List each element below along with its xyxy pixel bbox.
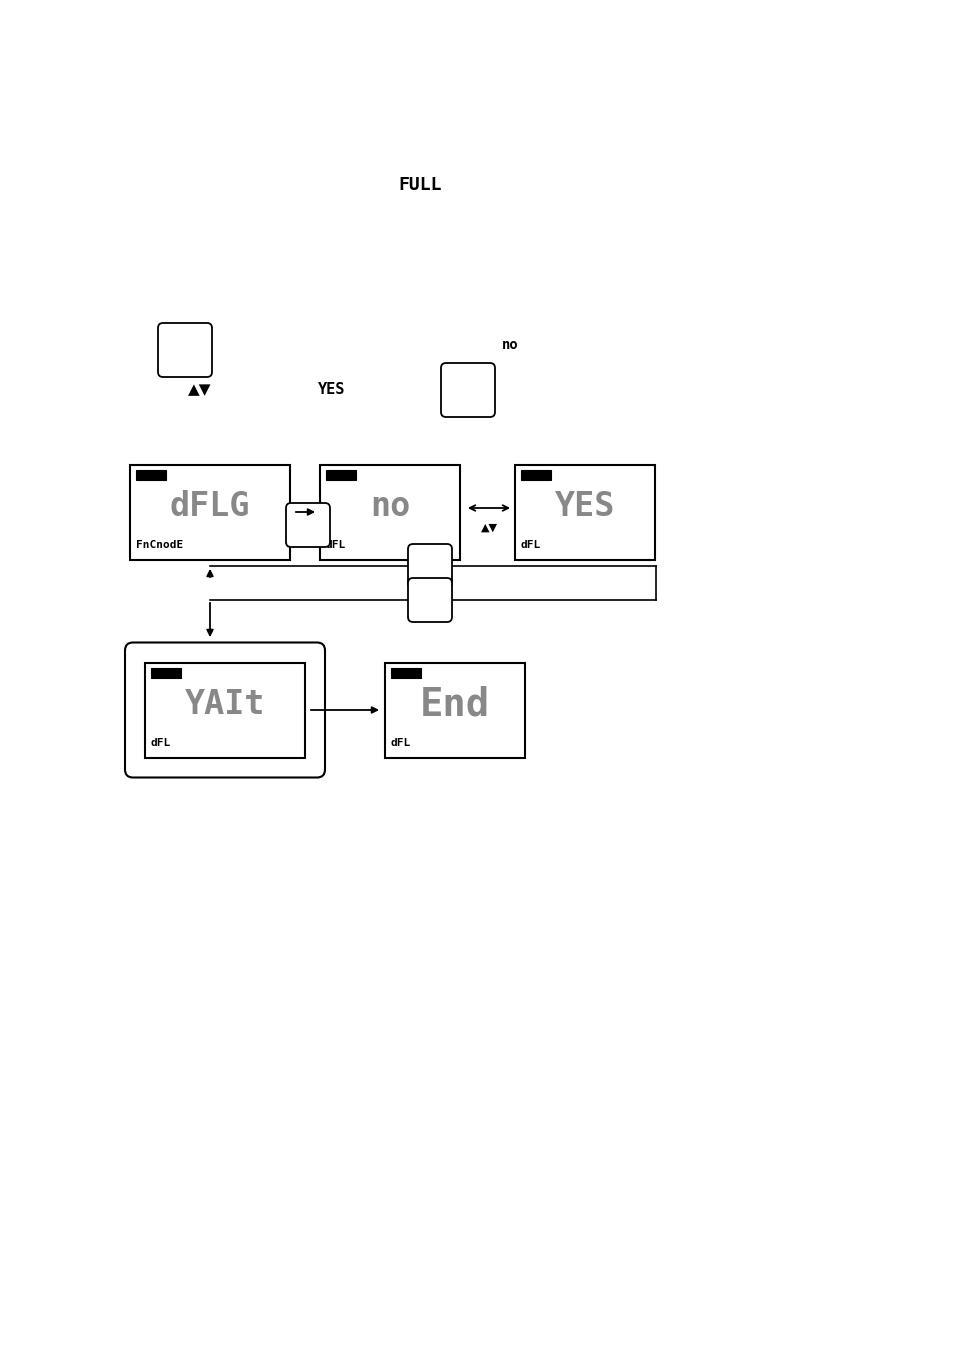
Bar [385,662,524,757]
Text: End: End [419,685,490,725]
FancyBboxPatch shape [408,579,452,622]
Text: dFL: dFL [326,539,346,549]
Bar [136,469,166,480]
Text: ▲▼: ▲▼ [188,383,212,397]
Text: FULL: FULL [397,176,441,193]
Text: ▲▼: ▲▼ [480,523,497,533]
Bar [151,668,181,677]
Text: YES: YES [555,491,615,523]
Text: no: no [501,338,517,352]
Text: YAIt: YAIt [185,688,265,722]
Bar [319,465,459,560]
Text: no: no [370,491,410,523]
Text: dFL: dFL [520,539,540,549]
Text: dFL: dFL [151,737,172,748]
Bar [391,668,420,677]
Text: dFL: dFL [391,737,411,748]
FancyBboxPatch shape [440,362,495,416]
Bar [520,469,551,480]
Bar [130,465,290,560]
Text: FnCnodE: FnCnodE [136,539,183,549]
Bar [326,469,355,480]
FancyBboxPatch shape [286,503,330,548]
Bar [515,465,655,560]
Text: dFLG: dFLG [170,491,250,523]
Text: YES: YES [318,383,345,397]
FancyBboxPatch shape [158,323,212,377]
FancyBboxPatch shape [408,544,452,588]
Bar [145,662,305,757]
